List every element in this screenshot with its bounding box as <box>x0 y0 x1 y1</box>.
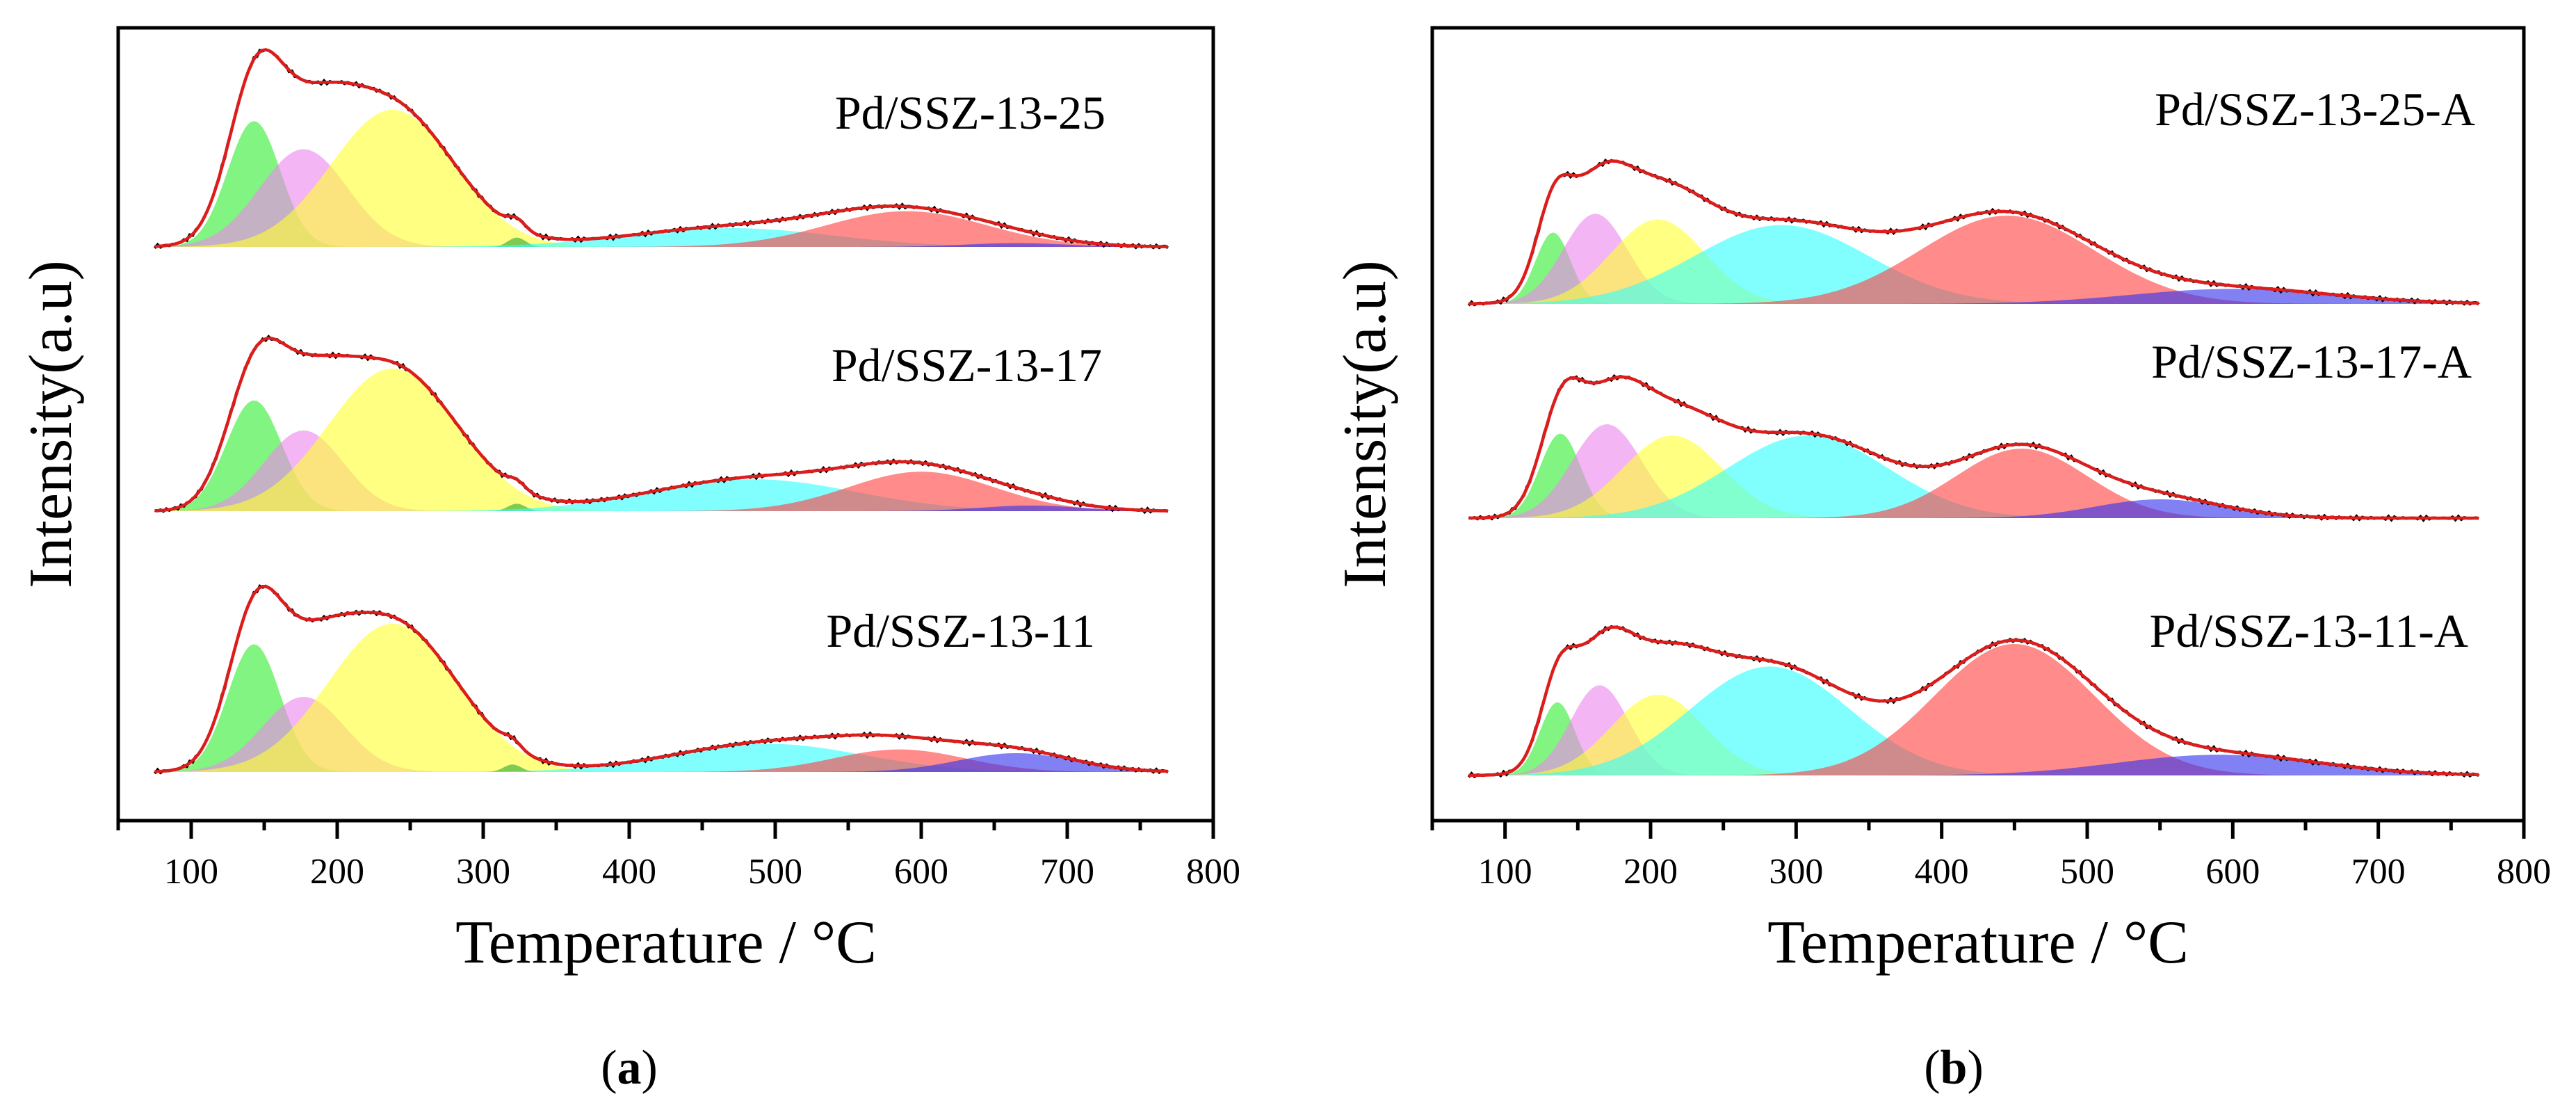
x-tick-label: 200 <box>310 852 364 892</box>
panel-label-b: (b) <box>1924 1041 1984 1095</box>
plot-area-a: Pd/SSZ-13-25 Pd/SSZ-13-17 Pd/SSZ-13-11 <box>153 48 1169 775</box>
fit-peak-area <box>1760 449 2284 518</box>
x-tick-label: 100 <box>164 852 218 892</box>
fit-peak-area <box>782 753 1169 772</box>
x-tick-label: 500 <box>2060 852 2114 892</box>
sample-label: Pd/SSZ-13-17 <box>832 339 1102 392</box>
sample-group: Pd/SSZ-13-25 <box>153 48 1169 250</box>
fit-peak-area <box>1811 755 2481 775</box>
fit-peak-area <box>481 237 552 247</box>
fit-peak-area <box>154 644 359 772</box>
fit-peak-area <box>1825 289 2481 304</box>
x-ticks-a: 100 200 300 400 500 600 700 800 <box>116 821 1240 892</box>
fit-peak-area <box>154 400 365 511</box>
plot-frame-b <box>1430 26 2526 823</box>
sample-group: Pd/SSZ-13-17-A <box>1468 335 2479 522</box>
fit-peak-area <box>1487 702 1628 775</box>
chart-panel-b: Pd/SSZ-13-25-A Pd/SSZ-13-17-A Pd/SSZ-13-11… <box>1331 26 2551 1095</box>
fit-peak-area <box>1658 216 2357 304</box>
sample-group: Pd/SSZ-13-11 <box>153 584 1169 775</box>
panel-letter-a: a <box>617 1041 642 1095</box>
fit-peak-area <box>1483 685 1717 775</box>
panel-letter-b: b <box>1941 1041 1968 1095</box>
x-tick-label: 700 <box>2351 852 2406 892</box>
fit-peak-area <box>1487 435 2128 518</box>
x-tick-label: 800 <box>1186 852 1240 892</box>
fit-peak-area <box>1694 644 2335 775</box>
fit-peak-area <box>481 504 552 511</box>
fitted-envelope <box>1468 159 2479 305</box>
x-tick-label: 600 <box>894 852 948 892</box>
x-axis-label-b: Temperature / °C <box>1767 909 2189 976</box>
sample-group: Pd/SSZ-13-25-A <box>1467 83 2481 307</box>
fit-peak-area <box>323 228 1140 247</box>
fit-peak-area <box>1468 225 2131 304</box>
fit-peak-area <box>154 110 638 247</box>
x-tick-label: 300 <box>1769 852 1823 892</box>
fitted-envelope <box>154 48 1168 248</box>
x-axis-label-a: Temperature / °C <box>455 909 877 976</box>
sample-label: Pd/SSZ-13-25 <box>835 86 1105 139</box>
fit-peak-area <box>1468 214 1724 304</box>
sample-label: Pd/SSZ-13-25-A <box>2155 83 2475 136</box>
fit-peak-area <box>1471 219 1845 304</box>
plot-area-b: Pd/SSZ-13-25-A Pd/SSZ-13-17-A Pd/SSZ-13-11… <box>1467 83 2481 779</box>
fit-peak-area <box>629 472 1169 511</box>
y-axis-label-a: Intensity(a.u) <box>17 260 85 588</box>
y-axis-label-b: Intensity(a.u) <box>1331 260 1399 588</box>
fit-peak-area <box>1468 666 2091 775</box>
fit-peak-area <box>154 623 650 772</box>
sample-label: Pd/SSZ-13-11 <box>826 604 1095 657</box>
fit-peak-area <box>585 211 1169 247</box>
fitted-envelope <box>154 584 1169 773</box>
x-tick-label: 300 <box>456 852 510 892</box>
plot-frame-a <box>116 26 1215 823</box>
x-tick-label: 500 <box>748 852 802 892</box>
x-tick-label: 600 <box>2205 852 2260 892</box>
fit-peak-area <box>154 121 359 247</box>
fit-peak-area <box>826 505 1169 511</box>
sample-group: Pd/SSZ-13-11-A <box>1467 604 2481 779</box>
fit-peak-area <box>344 479 1163 511</box>
fit-peak-area <box>811 243 1169 247</box>
sample-label: Pd/SSZ-13-17-A <box>2151 335 2472 388</box>
x-tick-label: 100 <box>1478 852 1532 892</box>
sample-label: Pd/SSZ-13-11-A <box>2150 604 2468 657</box>
fit-peak-area <box>1479 433 1642 518</box>
chart-panel-a: Pd/SSZ-13-25 Pd/SSZ-13-17 Pd/SSZ-13-11 100… <box>17 26 1240 1095</box>
fit-peak-area <box>636 749 1163 772</box>
sample-group: Pd/SSZ-13-17 <box>154 335 1169 515</box>
fitted-envelope <box>1468 375 2479 520</box>
x-ticks-b: 100 200 300 400 500 600 700 800 <box>1430 821 2551 892</box>
x-tick-label: 400 <box>1915 852 1969 892</box>
panel-label-a: (a) <box>601 1041 658 1095</box>
fitted-envelope <box>1468 625 2479 778</box>
x-tick-label: 800 <box>2497 852 2551 892</box>
x-tick-label: 400 <box>602 852 656 892</box>
fit-peak-area <box>154 368 650 511</box>
x-tick-label: 200 <box>1623 852 1678 892</box>
fit-peak-area <box>388 743 1148 772</box>
fit-peak-area <box>477 764 548 772</box>
fit-peak-area <box>1474 435 1871 518</box>
fit-peak-area <box>1468 424 1747 518</box>
fit-peak-area <box>1897 499 2422 518</box>
x-tick-label: 700 <box>1040 852 1094 892</box>
fitted-envelope <box>154 337 1168 513</box>
